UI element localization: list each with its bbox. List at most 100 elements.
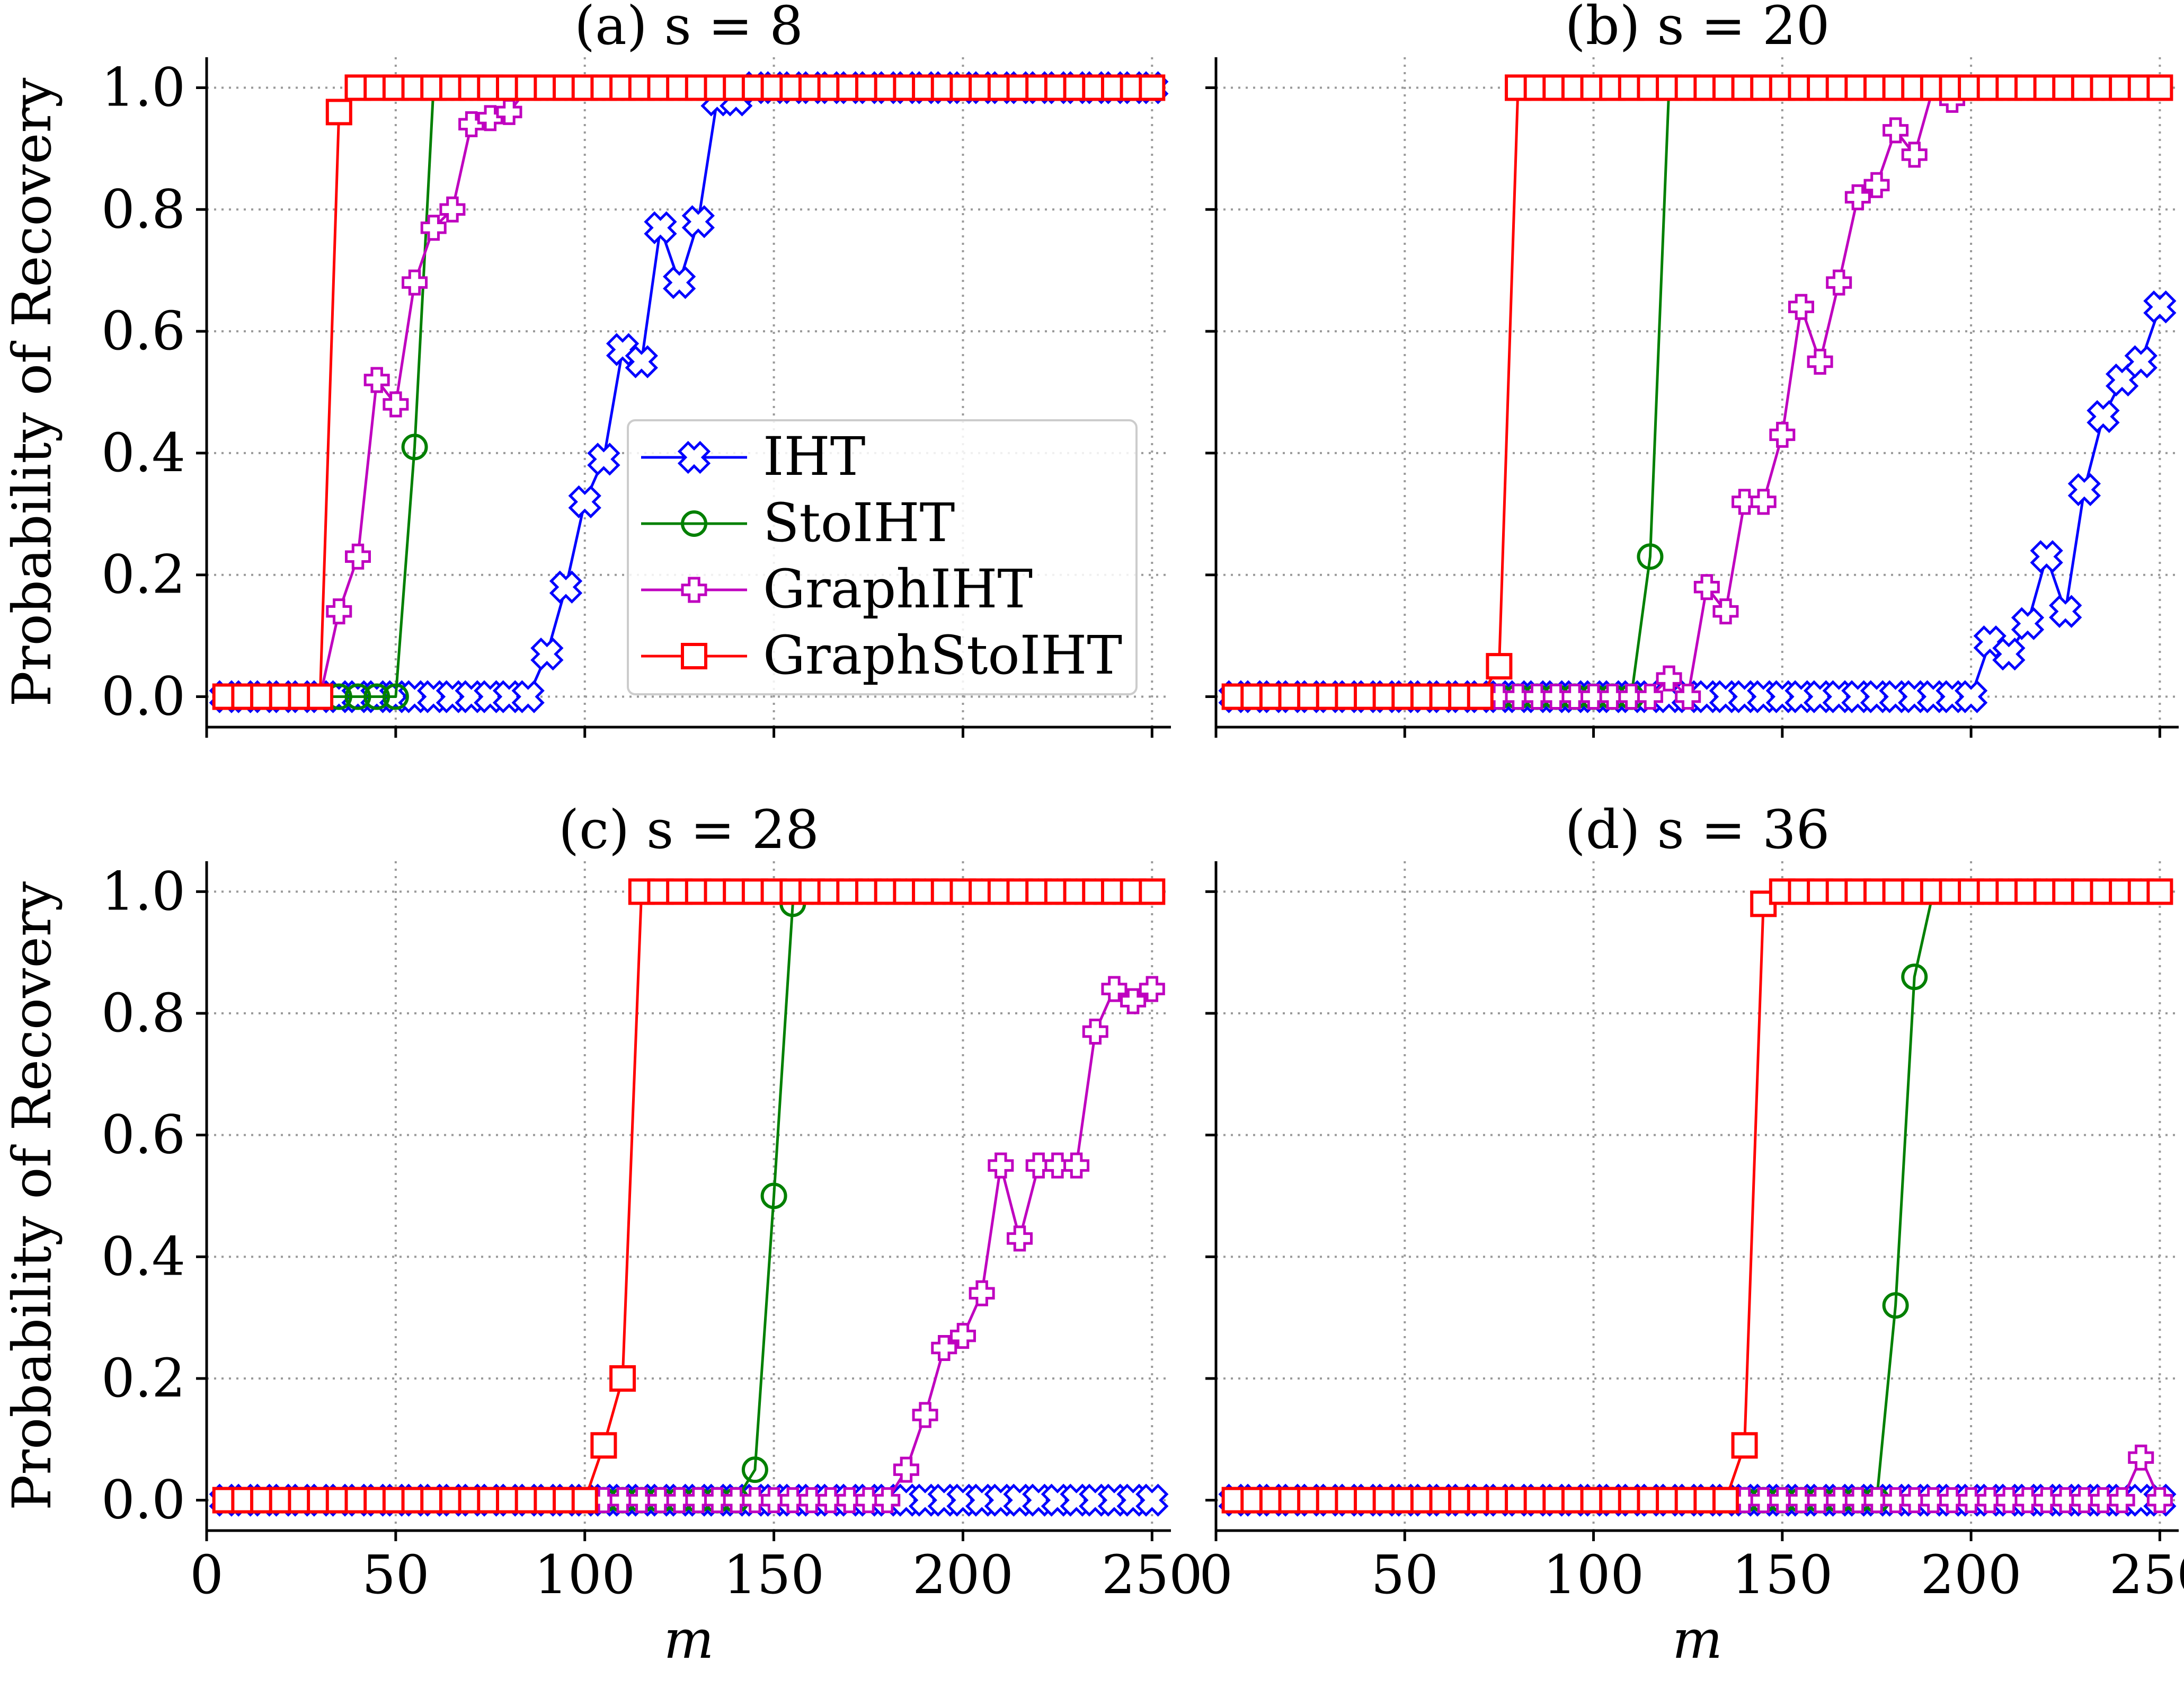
x-axis-label: m xyxy=(1672,1608,1723,1671)
data-point xyxy=(587,443,620,476)
data-point xyxy=(1486,653,1513,680)
series-GraphStoIHT xyxy=(1221,878,2173,1514)
data-point xyxy=(818,1487,844,1514)
data-point xyxy=(1599,684,1626,710)
data-point xyxy=(1863,1487,1890,1514)
data-point xyxy=(420,215,447,241)
legend-entry: IHT xyxy=(641,426,865,488)
data-point xyxy=(1995,1487,2022,1514)
y-tick-label: 0.6 xyxy=(101,300,185,362)
data-point xyxy=(1542,684,1569,710)
panel-title: (b) s = 20 xyxy=(1565,0,1830,57)
data-point xyxy=(1581,684,1607,710)
data-point xyxy=(2124,345,2158,378)
data-point xyxy=(590,1432,617,1459)
y-tick-label: 1.0 xyxy=(101,56,185,118)
data-point xyxy=(2143,290,2177,324)
y-tick-label: 0.2 xyxy=(101,544,185,606)
data-point xyxy=(2071,1487,2098,1514)
data-point xyxy=(1693,574,1720,600)
data-point xyxy=(625,345,658,378)
series-GraphStoIHT xyxy=(212,74,1166,710)
data-point xyxy=(1992,637,2026,671)
y-tick-label: 1.0 xyxy=(101,860,185,922)
legend-label: GraphIHT xyxy=(763,558,1033,620)
data-point xyxy=(1135,1483,1169,1517)
data-point xyxy=(741,1456,768,1483)
data-point xyxy=(1954,680,1988,713)
data-point xyxy=(1826,269,1852,296)
panel-2: 0.0 0.2 0.4 0.6 0.8 1.0 Probability of Recover… xyxy=(1,799,1203,1671)
data-point xyxy=(2146,1487,2173,1514)
data-point xyxy=(458,111,485,137)
legend-entry: StoIHT xyxy=(641,492,955,554)
legend-entry: GraphStoIHT xyxy=(641,624,1122,686)
data-point xyxy=(666,1487,693,1514)
y-tick-label: 0.4 xyxy=(101,1225,185,1287)
data-point xyxy=(855,1487,882,1514)
data-point xyxy=(1769,421,1796,448)
panel-0: 0.0 0.2 0.4 0.6 0.8 1.0 Probability of Recover… xyxy=(1,0,1171,738)
data-point xyxy=(2128,1444,2154,1471)
data-point xyxy=(1750,489,1777,515)
data-point xyxy=(1561,684,1588,710)
panel-3: 0 50 100 150 200 250 m (d) s = 36 xyxy=(1199,799,2184,1671)
data-point xyxy=(1826,1487,1852,1514)
x-tick-label: 200 xyxy=(912,1544,1014,1606)
legend-marker xyxy=(681,643,707,669)
data-point xyxy=(779,1487,806,1514)
data-point xyxy=(1731,1432,1758,1459)
data-point xyxy=(1505,684,1531,710)
data-point xyxy=(549,570,583,604)
data-point xyxy=(2109,1487,2135,1514)
legend-label: GraphStoIHT xyxy=(763,624,1122,686)
data-point xyxy=(1007,1225,1033,1252)
y-tick-label: 0.8 xyxy=(101,982,185,1044)
legend-label: StoIHT xyxy=(763,492,955,554)
data-point xyxy=(1750,1487,1777,1514)
data-point xyxy=(477,105,503,131)
y-tick-label: 0.6 xyxy=(101,1104,185,1166)
data-point xyxy=(1883,117,1909,144)
data-point xyxy=(836,1487,863,1514)
data-point xyxy=(1139,878,1166,905)
data-point xyxy=(1101,976,1127,1002)
data-point xyxy=(325,99,352,126)
data-point xyxy=(1712,1487,1739,1514)
data-point xyxy=(2014,1487,2041,1514)
data-point xyxy=(609,1487,636,1514)
data-point xyxy=(742,1487,768,1514)
data-point xyxy=(644,211,677,244)
data-point xyxy=(344,683,371,710)
data-point xyxy=(723,1487,749,1514)
data-point xyxy=(931,1335,957,1362)
data-point xyxy=(1920,1487,1947,1514)
legend-marker xyxy=(681,577,707,603)
panel-title: (a) s = 8 xyxy=(574,0,803,57)
data-point xyxy=(1712,598,1739,625)
x-tick-label: 200 xyxy=(1921,1544,2022,1606)
data-point xyxy=(2034,1487,2060,1514)
data-point xyxy=(2146,878,2173,905)
data-point xyxy=(1901,1487,1928,1514)
data-point xyxy=(1139,74,1166,101)
series-GraphStoIHT xyxy=(1221,74,2173,710)
x-tick-label: 100 xyxy=(1543,1544,1644,1606)
data-point xyxy=(988,1152,1014,1179)
data-point xyxy=(685,1487,712,1514)
data-point xyxy=(2105,363,2139,397)
data-point xyxy=(382,683,409,710)
data-point xyxy=(2011,607,2045,640)
data-point xyxy=(969,1280,995,1306)
data-point xyxy=(568,485,601,518)
x-tick-label: 0 xyxy=(190,1544,224,1606)
data-point xyxy=(609,1365,636,1392)
x-tick-label: 250 xyxy=(1102,1544,1203,1606)
panel-1: (b) s = 20 xyxy=(1205,0,2179,738)
data-point xyxy=(496,99,522,125)
data-point xyxy=(1732,489,1758,515)
data-point xyxy=(1901,142,1928,168)
data-point xyxy=(1977,1487,2003,1514)
